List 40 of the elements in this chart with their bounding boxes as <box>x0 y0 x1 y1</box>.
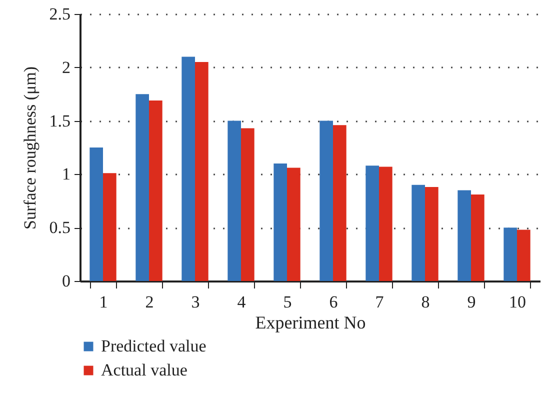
bar <box>149 100 162 281</box>
bar <box>287 168 300 281</box>
x-tick-label: 1 <box>99 292 108 312</box>
bar <box>471 194 484 281</box>
bar <box>182 56 195 281</box>
x-tick-label: 5 <box>283 292 292 312</box>
bar <box>517 230 530 281</box>
x-tick-label: 7 <box>375 292 384 312</box>
bar <box>90 148 103 281</box>
bar <box>320 120 333 281</box>
y-tick-label: 2.5 <box>49 4 70 24</box>
legend-label: Actual value <box>101 360 188 380</box>
bar <box>228 120 241 281</box>
y-axis-title: Surface roughness (μm) <box>20 66 40 230</box>
x-tick-label: 8 <box>421 292 430 312</box>
x-tick-label: 2 <box>145 292 154 312</box>
x-tick-label: 3 <box>191 292 200 312</box>
bar <box>103 173 116 281</box>
bar <box>425 187 438 281</box>
x-tick-label: 4 <box>237 292 246 312</box>
x-tick-label: 10 <box>509 292 526 312</box>
legend-label: Predicted value <box>101 336 206 356</box>
y-tick-label: 1 <box>62 164 70 184</box>
bar <box>136 94 149 281</box>
y-tick-label: 0 <box>62 272 70 290</box>
bar <box>412 184 425 281</box>
y-tick-label: 2 <box>62 58 70 77</box>
y-tick-label: 0.5 <box>49 218 70 238</box>
x-axis-title: Experiment No <box>255 312 366 332</box>
bar <box>333 125 346 281</box>
bar <box>379 166 392 281</box>
bar <box>241 128 254 281</box>
x-tick-label: 6 <box>329 292 338 312</box>
bar <box>458 190 471 281</box>
bar <box>274 164 287 281</box>
y-tick-label: 1.5 <box>49 111 70 130</box>
bar <box>366 166 379 281</box>
bar <box>195 62 208 281</box>
bar <box>504 228 517 281</box>
x-tick-label: 9 <box>467 292 476 312</box>
